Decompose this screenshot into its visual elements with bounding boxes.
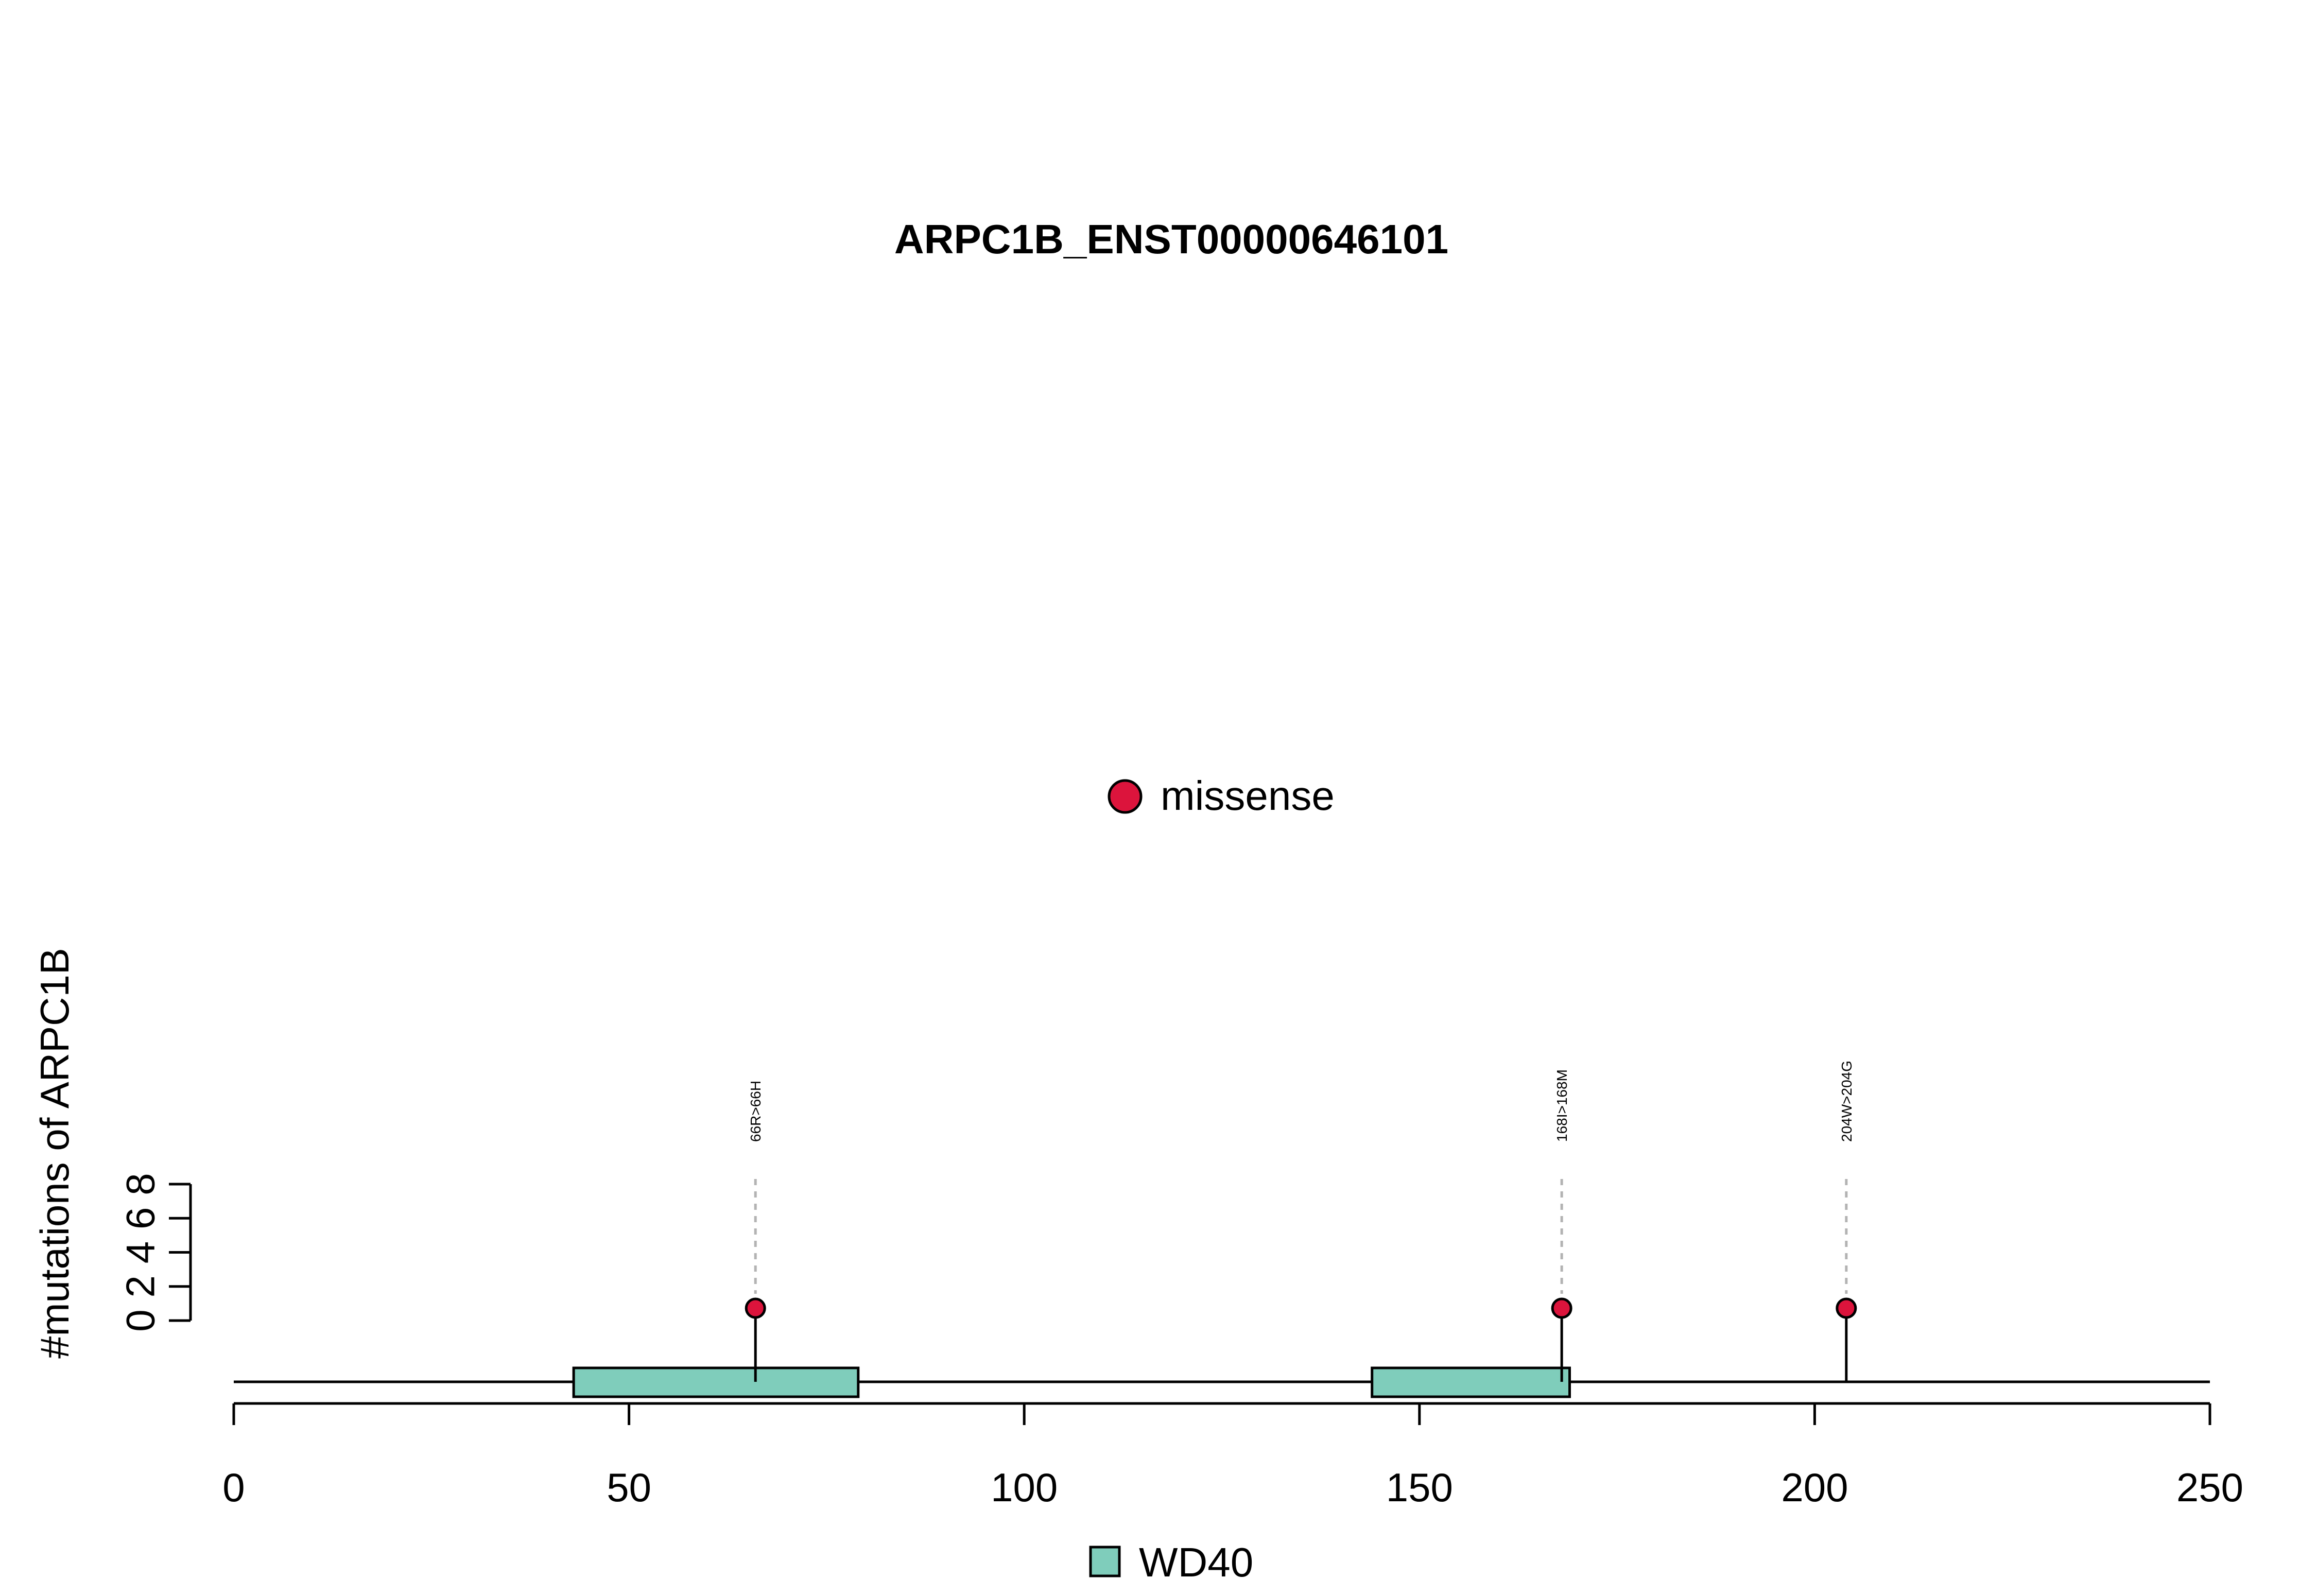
x-tick-label: 250: [2176, 1465, 2243, 1510]
x-tick-label: 150: [1386, 1465, 1453, 1510]
mutation-lollipops: 66R>66H 168I>168M 204W>204G: [745, 1061, 1857, 1382]
x-tick-label: 0: [222, 1465, 245, 1510]
y-tick-label: 0: [117, 1309, 163, 1331]
legend-wd40-swatch: [1089, 1546, 1121, 1577]
chart-title: ARPC1B_ENST00000646101: [894, 216, 1448, 262]
x-tick-label: 100: [991, 1465, 1058, 1510]
domain-wd40: [1371, 1366, 1571, 1398]
legend-wd40-label: WD40: [1139, 1539, 1253, 1585]
domain-wd40: [572, 1366, 860, 1398]
mutation-label: 66R>66H: [748, 1081, 764, 1142]
legend-top: missense: [1108, 773, 1335, 819]
y-tick-label: 4: [117, 1241, 163, 1263]
legend-missense-marker: [1108, 779, 1143, 814]
legend-missense-label: missense: [1161, 773, 1335, 819]
mutation-point: [1551, 1297, 1572, 1319]
legend-bottom: WD40: [1089, 1539, 1253, 1585]
mutation-label: 204W>204G: [1839, 1061, 1855, 1142]
y-axis-label: #mutations of ARPC1B: [32, 948, 77, 1359]
y-tick-label: 6: [117, 1207, 163, 1229]
x-tick-label: 50: [607, 1465, 651, 1510]
x-tick-label: 200: [1781, 1465, 1848, 1510]
mutation-point: [745, 1297, 766, 1319]
mutation-label: 168I>168M: [1554, 1069, 1570, 1142]
x-axis: 0 50 100 150 200 250: [222, 1402, 2243, 1510]
y-tick-label: 8: [117, 1173, 163, 1195]
protein-track: [234, 1366, 2210, 1398]
mutation-point: [1836, 1297, 1857, 1319]
y-axis: 0 2 4 6 8: [117, 1173, 192, 1332]
y-tick-label: 2: [117, 1275, 163, 1297]
